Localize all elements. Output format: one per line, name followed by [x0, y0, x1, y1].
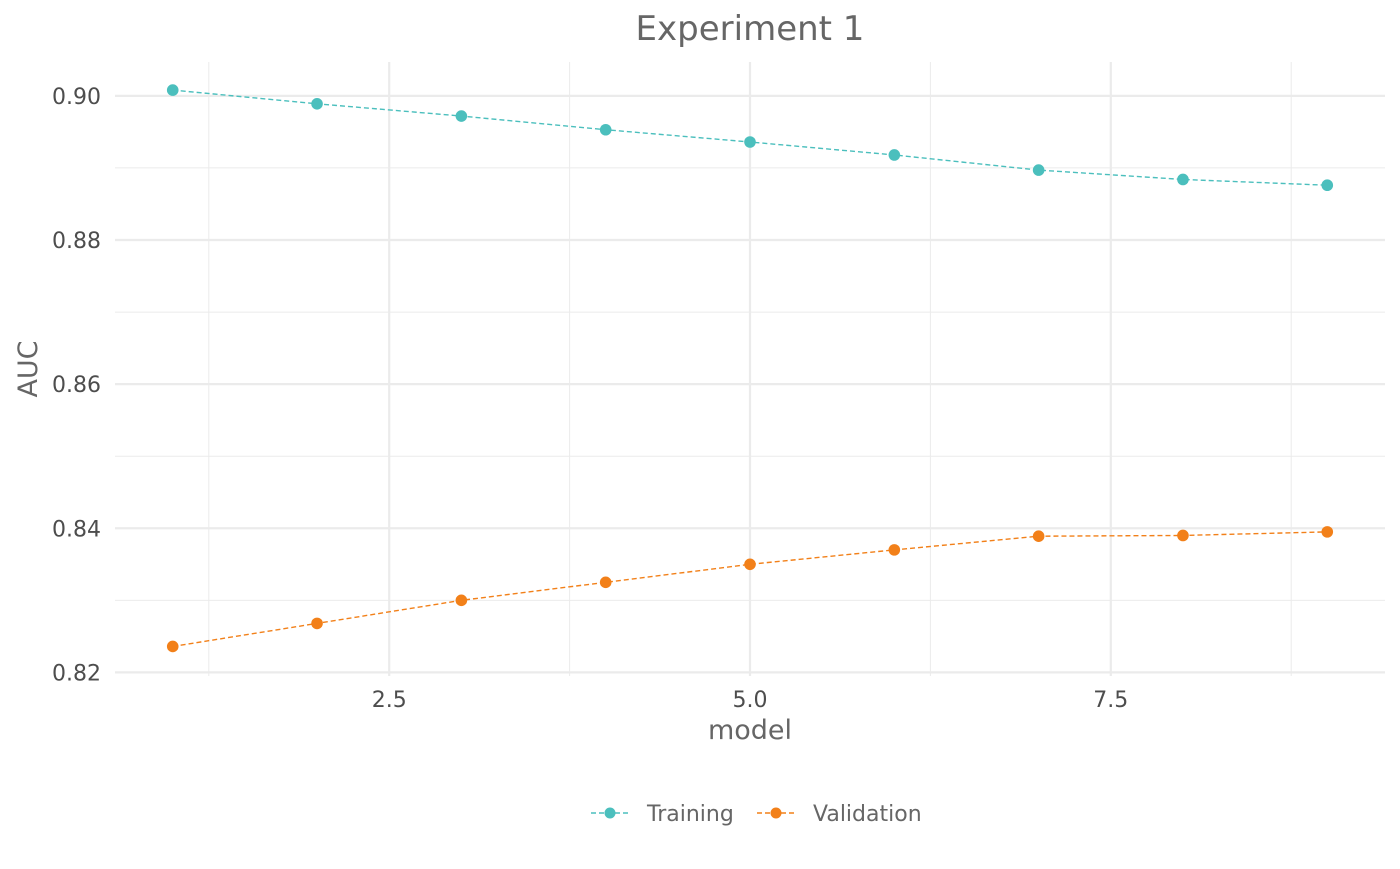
data-point-validation	[1321, 526, 1334, 538]
data-point-validation	[1032, 530, 1045, 542]
major-gridlines	[115, 62, 1385, 676]
data-point-training	[166, 84, 179, 96]
legend-item-training: Training	[591, 802, 734, 827]
legend-item-validation: Validation	[757, 802, 922, 827]
legend-label-validation: Validation	[813, 802, 922, 827]
y-tick-label: 0.82	[52, 661, 101, 686]
x-tick-label: 5.0	[733, 688, 768, 713]
x-tick-label: 7.5	[1093, 688, 1128, 713]
data-point-validation	[166, 640, 179, 653]
x-axis-ticks: 2.5 5.0 7.5	[372, 688, 1129, 713]
data-point-training	[455, 110, 468, 122]
y-tick-label: 0.88	[52, 229, 101, 254]
y-axis-ticks: 0.82 0.84 0.86 0.88 0.90	[52, 85, 101, 687]
x-axis-label: model	[708, 715, 792, 746]
y-tick-label: 0.86	[52, 373, 101, 398]
data-point-training	[1177, 173, 1189, 186]
x-tick-label: 2.5	[372, 688, 407, 713]
legend-key-marker-validation	[770, 807, 782, 819]
data-point-training	[744, 136, 756, 148]
data-point-validation	[311, 617, 323, 630]
y-tick-label: 0.84	[52, 517, 101, 542]
data-point-training	[311, 97, 323, 110]
series-line-validation	[172, 531, 1328, 648]
data-point-training	[1321, 179, 1334, 192]
data-point-validation	[1177, 529, 1189, 542]
data-point-validation	[599, 576, 612, 589]
data-point-training	[888, 149, 901, 161]
legend-label-training: Training	[646, 802, 734, 827]
data-point-validation	[744, 558, 756, 571]
data-point-training	[1032, 164, 1045, 176]
legend-key-marker-training	[604, 807, 616, 819]
data-point-validation	[888, 544, 901, 556]
data-point-training	[599, 123, 612, 136]
y-tick-label: 0.90	[52, 85, 101, 110]
data-point-validation	[455, 594, 468, 607]
chart-title: Experiment 1	[636, 9, 865, 49]
series-layer	[166, 84, 1334, 653]
y-axis-label: AUC	[13, 340, 44, 397]
legend: Training Validation	[591, 802, 922, 827]
